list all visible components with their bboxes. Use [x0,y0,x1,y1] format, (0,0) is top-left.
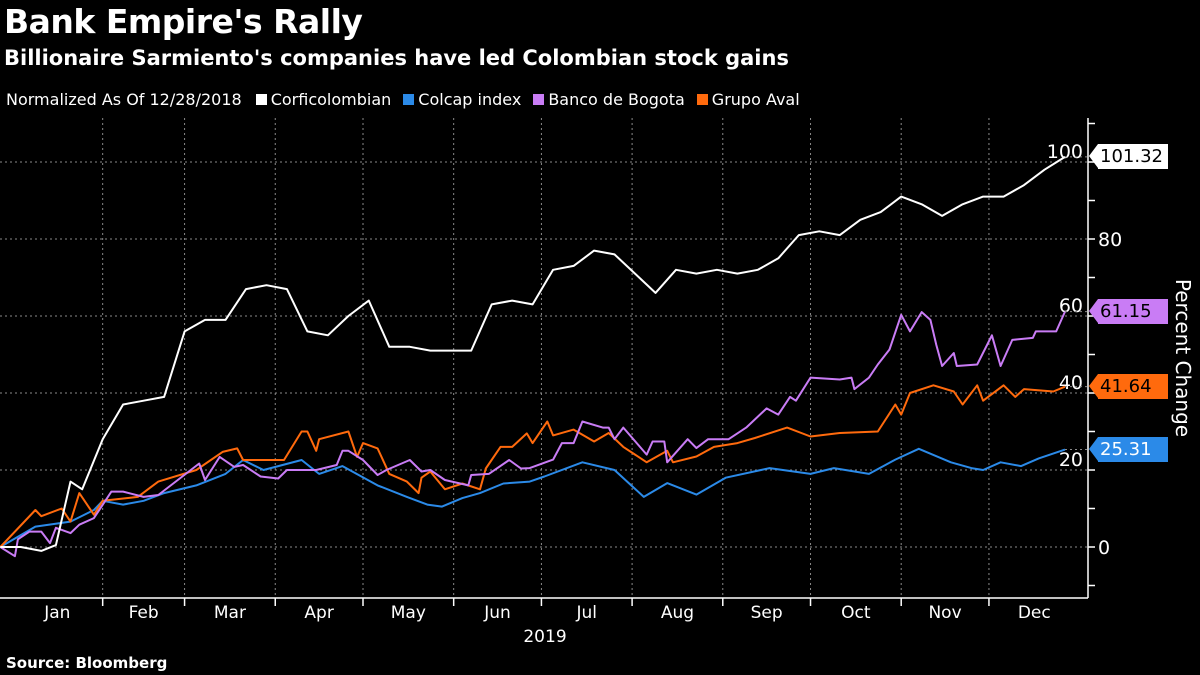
x-tick-label: Aug [660,603,695,623]
y-tick-label: 40 [1059,372,1083,394]
x-tick-label: Sep [750,603,783,623]
y-tick-label: 20 [1059,449,1083,471]
x-tick-label: Oct [841,603,871,623]
legend-label: Banco de Bogota [548,90,685,109]
x-tick-label: Dec [1017,603,1051,623]
y-axis-title: Percent Change [1171,278,1195,438]
x-tick-label: Jan [44,603,71,623]
value-tag-colcap: 25.31 [1089,437,1168,463]
legend-label: Grupo Aval [711,90,800,109]
legend-item-grupo-aval: Grupo Aval [696,90,800,109]
x-axis-title: 2019 [523,627,567,647]
series-line-banco-de-bogota [0,311,1066,558]
legend-swatch [696,94,708,105]
legend-item-corficolombian: Corficolombian [255,90,392,109]
legend-swatch [403,94,415,105]
x-tick-label: Jul [576,603,598,623]
x-tick-label: Jun [484,603,511,623]
x-tick-label: Nov [928,603,962,623]
y-tick-label: 80 [1098,229,1122,251]
x-tick-label: May [390,603,426,623]
legend-note: Normalized As Of 12/28/2018 [6,90,242,109]
value-tag-grupo-aval: 41.64 [1089,374,1168,400]
x-tick-label: Apr [304,603,334,623]
y-tick-label: 60 [1059,295,1083,317]
chart-subtitle: Billionaire Sarmiento's companies have l… [4,46,789,70]
value-tag-banco-de-bogota: 61.15 [1089,299,1168,325]
value-tag-corficolombian: 101.32 [1089,144,1168,170]
legend-item-banco-de-bogota: Banco de Bogota [533,90,685,109]
chart-title: Bank Empire's Rally [4,2,363,41]
x-tick-label: Mar [213,603,246,623]
series-line-grupo-aval [0,384,1066,548]
legend-label: Colcap index [418,90,522,109]
series-line-colcap-index [0,447,1066,548]
legend-item-colcap: Colcap index [403,90,521,109]
source-note: Source: Bloomberg [6,654,168,672]
series-line-corficolombian [0,156,1066,552]
legend-swatch [255,94,267,105]
legend: Normalized As Of 12/28/2018 Corficolombi… [6,90,812,109]
legend-label: Corficolombian [270,90,392,109]
legend-swatch [533,94,545,105]
y-tick-label: 0 [1098,537,1110,559]
x-tick-label: Feb [128,603,159,623]
y-tick-label: 100 [1047,141,1083,163]
